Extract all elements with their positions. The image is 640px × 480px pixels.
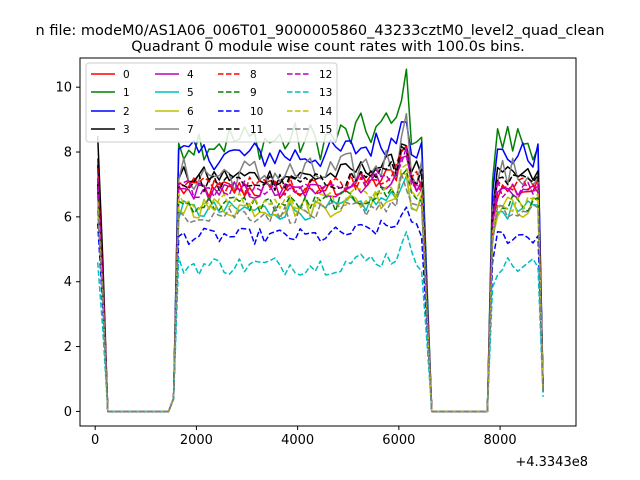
figure-suptitle: n file: modeM0/AS1A06_006T01_9000005860_…: [36, 23, 605, 39]
x-tick-label: 2000: [180, 433, 213, 448]
y-tick-label: 2: [64, 340, 72, 355]
y-tick-label: 6: [64, 210, 72, 225]
legend-label-6: 6: [187, 106, 194, 118]
legend-label-13: 13: [319, 87, 332, 99]
legend-label-1: 1: [123, 87, 130, 99]
legend-label-10: 10: [250, 106, 263, 118]
legend-label-4: 4: [187, 69, 194, 81]
y-tick-label: 10: [55, 81, 72, 96]
y-tick-label: 8: [64, 146, 72, 161]
legend-label-9: 9: [250, 87, 257, 99]
legend-label-0: 0: [123, 69, 130, 81]
legend-label-5: 5: [187, 87, 194, 99]
series-layer: [96, 68, 544, 413]
x-tick-label: 0: [91, 433, 99, 448]
legend-label-15: 15: [319, 124, 332, 136]
legend-label-12: 12: [319, 69, 332, 81]
x-tick-label: 4000: [281, 433, 314, 448]
x-tick-label: 6000: [382, 433, 415, 448]
y-tick-label: 0: [64, 405, 72, 420]
x-tick-label: 8000: [484, 433, 517, 448]
chart-title: Quadrant 0 module wise count rates with …: [131, 39, 525, 55]
legend-label-8: 8: [250, 69, 257, 81]
axis-ticks: 0 2000 4000 6000 8000 0 2 4 6 8 10: [55, 81, 516, 448]
legend-label-14: 14: [319, 106, 333, 118]
legend-label-11: 11: [250, 124, 263, 136]
plot-frame: [79, 57, 577, 427]
series-line-15: [96, 172, 544, 413]
x-offset-label: +4.3343e8: [515, 455, 588, 470]
legend-label-3: 3: [123, 124, 130, 136]
legend-label-2: 2: [123, 106, 130, 118]
legend-label-7: 7: [187, 124, 194, 136]
legend-box: [85, 62, 338, 143]
y-tick-label: 4: [64, 275, 72, 290]
